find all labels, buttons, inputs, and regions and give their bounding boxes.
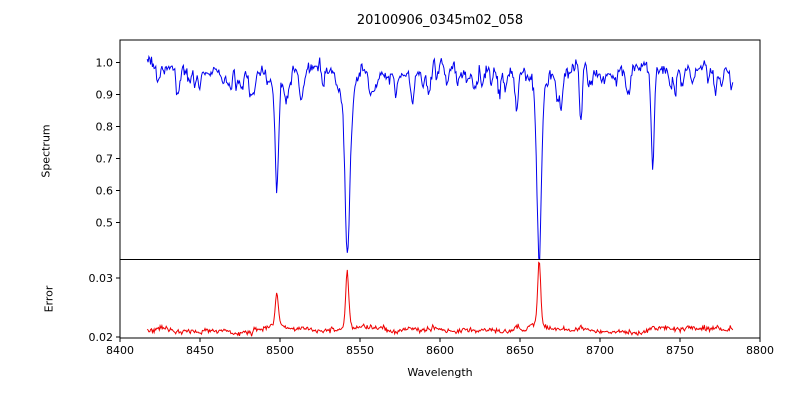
x-tick-label: 8600 <box>426 344 454 357</box>
spectrum-y-tick-label: 0.5 <box>96 217 114 230</box>
error-line <box>146 261 734 337</box>
spectrum-y-tick-label: 1.0 <box>96 56 114 69</box>
x-tick-label: 8800 <box>746 344 774 357</box>
chart-title: 20100906_0345m02_058 <box>356 13 524 28</box>
x-tick-label: 8650 <box>506 344 534 357</box>
x-tick-label: 8400 <box>106 344 134 357</box>
x-tick-label: 8750 <box>666 344 694 357</box>
spectrum-y-tick-label: 0.8 <box>96 121 114 134</box>
error-y-tick-label: 0.02 <box>89 331 114 344</box>
error-y-tick-label: 0.03 <box>89 272 114 285</box>
spectrum-y-tick-label: 0.7 <box>96 153 114 166</box>
top-panel-border <box>119 39 761 260</box>
x-tick-label: 8500 <box>266 344 294 357</box>
x-tick-label: 8700 <box>586 344 614 357</box>
x-tick-label: 8550 <box>346 344 374 357</box>
spectrum-line <box>146 54 734 259</box>
spectrum-y-tick-label: 0.9 <box>96 88 114 101</box>
x-tick-label: 8450 <box>186 344 214 357</box>
x-axis-label: Wavelength <box>407 366 473 379</box>
bottom-panel-border <box>119 259 761 339</box>
spectrum-y-tick-label: 0.6 <box>96 185 114 198</box>
